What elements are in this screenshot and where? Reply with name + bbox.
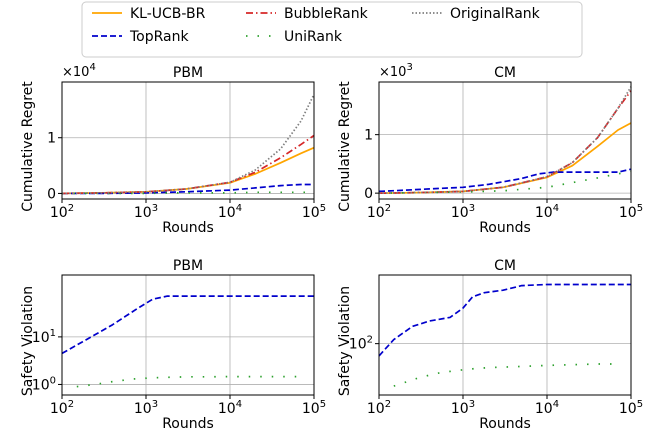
chart-2: 102 103 104 105 0 1 CM ×103 Rounds Cumulative Reg… (337, 62, 643, 236)
series-toprank (378, 283, 631, 357)
series-bubblerank (61, 134, 315, 195)
y-tick-label: 0 (47, 186, 56, 202)
x-tick-label: 104 (218, 203, 242, 221)
series-unirank (76, 375, 301, 388)
legend-label-originalrank: OriginalRank (450, 6, 541, 22)
x-tick-label: 105 (302, 399, 326, 417)
chart-title: PBM (173, 65, 203, 81)
x-tick-label: 103 (134, 203, 158, 221)
x-tick-label: 103 (451, 203, 475, 221)
y-axis-label: Cumulative Regret (337, 81, 353, 212)
axis-multiplier: ×103 (379, 62, 413, 80)
plot-frame (378, 81, 632, 200)
y-tick-label: 1 (47, 131, 56, 147)
y-tick-label: 0 (364, 186, 373, 202)
y-tick-label: 100 (32, 375, 56, 393)
legend: KL-UCB-BR TopRank BubbleRank UniRank Origina… (81, 1, 583, 58)
legend-label-unirank: UniRank (284, 29, 343, 45)
series-originalrank (378, 86, 632, 195)
x-axis-label: Rounds (479, 416, 531, 432)
x-axis-label: Rounds (162, 220, 214, 236)
x-axis-label: Rounds (162, 416, 214, 432)
y-tick-label: 1 (364, 128, 373, 144)
axis-multiplier: ×104 (62, 62, 96, 80)
legend-label-kl-ucb-br: KL-UCB-BR (130, 6, 206, 22)
series-kl-ucb-br (61, 146, 315, 195)
chart-title: CM (494, 258, 516, 274)
series-bubblerank (378, 90, 632, 195)
x-axis-label: Rounds (479, 220, 531, 236)
x-tick-label: 104 (535, 399, 559, 417)
series-originalrank (61, 93, 315, 195)
series-unirank (393, 363, 618, 387)
x-tick-label: 103 (451, 399, 475, 417)
x-tick-label: 102 (367, 203, 391, 221)
x-tick-label: 102 (50, 399, 74, 417)
series-kl-ucb-br (378, 122, 632, 195)
y-axis-label: Safety Violation (337, 286, 353, 396)
legend-label-bubblerank: BubbleRank (284, 6, 369, 22)
legend-label-toprank: TopRank (129, 29, 189, 45)
x-tick-label: 102 (50, 203, 74, 221)
x-tick-label: 102 (367, 399, 391, 417)
series-toprank (61, 295, 314, 355)
plot-frame (61, 274, 315, 396)
x-tick-label: 104 (218, 399, 242, 417)
y-axis-label: Cumulative Regret (20, 81, 36, 212)
plot-frame (378, 274, 632, 396)
legend-box (81, 1, 583, 58)
y-tick-label: 102 (349, 335, 373, 353)
y-tick-label: 101 (32, 328, 56, 346)
series-unirank (62, 191, 314, 195)
x-tick-label: 105 (302, 203, 326, 221)
chart-1: 102 103 104 105 0 1 PBM ×104 Rounds Cumulative Re… (20, 62, 326, 236)
x-tick-label: 103 (134, 399, 158, 417)
y-axis-label: Safety Violation (20, 286, 36, 396)
x-tick-label: 105 (619, 203, 643, 221)
chart-title: CM (494, 65, 516, 81)
chart-3: 102 103 104 105 100 101 PBM Rounds Safety Violat… (20, 258, 326, 432)
chart-4: 102 103 104 105 102 CM Rounds Safety Violation (337, 258, 643, 432)
x-tick-label: 104 (535, 203, 559, 221)
chart-title: PBM (173, 258, 203, 274)
series-toprank (378, 168, 632, 193)
plot-frame (61, 81, 315, 200)
x-tick-label: 105 (619, 399, 643, 417)
